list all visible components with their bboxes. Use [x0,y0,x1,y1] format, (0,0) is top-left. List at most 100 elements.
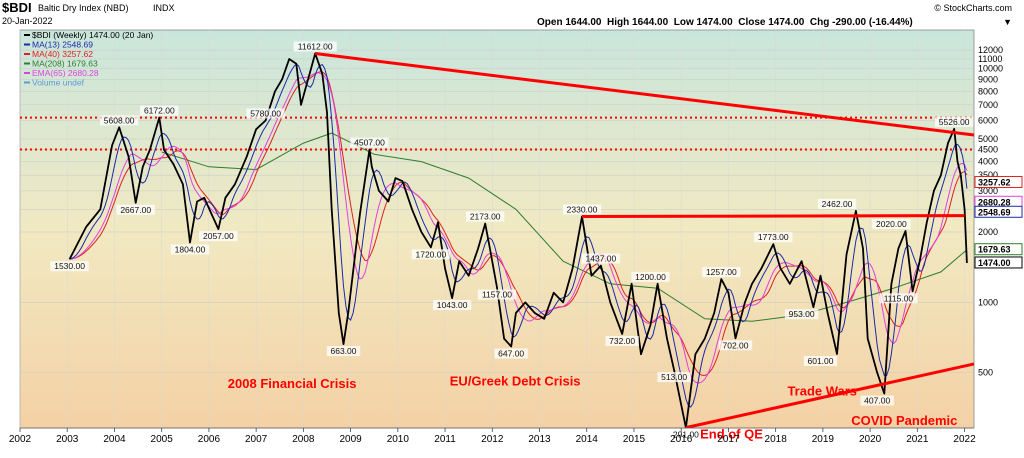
value-label: 1437.00 [581,254,621,264]
x-tick-label: 2003 [56,434,79,445]
plot-area [19,29,975,429]
value-label-text: 1720.00 [416,249,447,259]
value-label-text: 2020.00 [876,219,907,229]
value-label-text: 407.00 [864,396,890,406]
value-label-bg [784,309,819,320]
value-label-bg [116,204,155,215]
value-label-text: 732.00 [609,336,635,346]
value-label: 407.00 [860,395,894,406]
change-arrow-icon: ▼ [1003,17,1012,27]
value-label-text: 2667.00 [120,205,151,215]
value-label-bg [657,372,691,383]
axis-tag-box [974,256,1023,269]
legend-label-ma208: MA(208) 1679.63 [32,59,98,69]
trendline [314,51,975,137]
x-axis: 2002 2003 2004 2005 2006 2007 2008 2009 2010 2011… [9,427,976,445]
x-tick-label: 2010 [387,434,410,445]
value-label-text: 1157.00 [482,290,512,300]
value-label-text: 2462.00 [822,199,853,209]
x-tick-label: 2020 [859,434,882,445]
y-tick-label: 7000 [978,100,998,110]
value-label-text: 11612.00 [298,41,333,51]
value-label: 732.00 [605,336,639,347]
value-label-text: 4507.00 [354,138,385,148]
value-label-bg [100,115,139,126]
value-label: 1720.00 [411,249,451,260]
x-tick-label: 2015 [623,434,646,445]
value-label-text: 1804.00 [175,244,206,254]
x-tick-label: 2006 [198,434,221,445]
y-tick-label: 5000 [978,134,998,144]
axis-tag-text: 1474.00 [978,258,1011,268]
value-label: 1043.00 [432,300,472,311]
value-label: 2330.00 [562,204,602,215]
trendlines [314,51,975,428]
value-label-bg [872,218,911,229]
y-tick-label: 500 [978,368,993,378]
y-tick-label: 4000 [978,157,998,167]
value-label-bg [246,108,285,119]
value-label-text: 2173.00 [470,212,501,222]
series-group [68,52,968,428]
value-label-bg [140,105,179,116]
x-tick-label: 2022 [953,434,976,445]
value-label: 702.00 [718,340,753,351]
value-label-bg [631,271,670,282]
x-tick-label: 2017 [717,434,740,445]
value-label: 1773.00 [754,232,793,243]
value-label-bg [803,356,838,367]
axis-tag-text: 1679.63 [978,245,1011,255]
value-label-bg [669,429,703,440]
value-label: 2667.00 [116,204,155,215]
trendline [685,362,975,428]
value-label: 1257.00 [702,267,741,278]
ma208-line [161,132,968,322]
value-label-bg [935,116,974,127]
value-label: 2057.00 [199,231,238,242]
value-label: 1530.00 [50,261,89,272]
value-labels: 1530.00 5608.00 2667.00 6172.00 1804.00 2057.… [50,41,974,440]
axis-tag-ma13: 2548.69 [974,205,1023,218]
axis-tag-ema65: 2680.28 [974,195,1023,208]
value-label-bg [718,340,753,351]
annotation-label: End of QE [700,426,763,441]
value-label-bg [350,137,389,148]
axis-tag-box [974,175,1023,188]
value-label: 513.00 [657,372,691,383]
bdi-line [68,52,968,428]
value-label-text: 2057.00 [203,231,234,241]
value-label-text: 1115.00 [884,293,914,303]
value-label-bg [432,300,472,311]
axis-tag-bdi: 1474.00 [974,256,1023,269]
x-tick-label: 2014 [576,434,599,445]
value-label-bg [293,41,337,52]
x-tick-label: 2019 [812,434,835,445]
legend: $BDI (Weekly) 1474.00 (20 Jan)MA(13) 254… [24,30,153,88]
axis-tag-text: 2548.69 [978,207,1011,217]
chart-date: 20-Jan-2022 [2,16,53,26]
value-label: 5608.00 [100,115,139,126]
annotation-label: EU/Greek Debt Crisis [450,374,581,389]
value-label-text: 6172.00 [144,106,175,116]
value-label: 2173.00 [466,211,505,222]
value-label: 4507.00 [350,137,389,148]
y-tick-label: 4500 [978,145,998,155]
value-label-bg [477,289,517,300]
annotation-label: 2008 Financial Crisis [228,376,357,391]
value-label-bg [879,293,918,304]
x-tick-label: 2002 [9,434,32,445]
legend-label-volume: Volume undef [32,78,85,88]
value-label: 5526.00 [935,116,974,127]
annotation-label: COVID Pandemic [851,413,957,428]
value-label-bg [817,198,857,209]
value-label-bg [199,231,238,242]
axis-tag-box [974,205,1023,218]
x-tick-label: 2009 [339,434,362,445]
y-tick-label: 2000 [978,227,998,237]
horizontal-levels [20,116,974,151]
y-tick-label: 11000 [978,54,1002,64]
value-label-bg [562,204,602,215]
ohlc-readout: Open 1644.00 High 1644.00 Low 1474.00 Cl… [537,17,913,28]
value-label-bg [326,346,361,357]
